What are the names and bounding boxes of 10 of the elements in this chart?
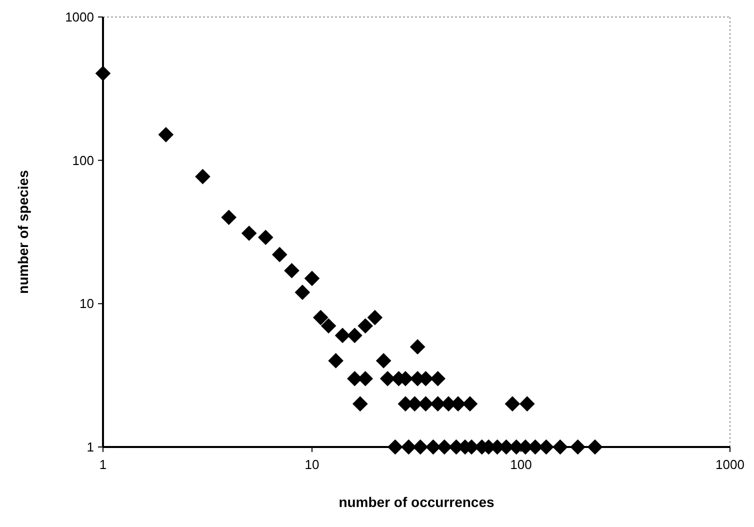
x-tick-label: 10 xyxy=(304,457,320,472)
y-axis-title: number of species xyxy=(15,170,31,294)
x-tick-label: 100 xyxy=(510,457,532,472)
y-tick-label: 1000 xyxy=(65,10,94,25)
x-tick-label: 1000 xyxy=(716,457,744,472)
x-tick-label: 1 xyxy=(99,457,107,472)
y-tick-label: 100 xyxy=(72,152,94,168)
x-axis-title: number of occurrences xyxy=(338,494,495,510)
y-tick-label: 1 xyxy=(86,440,94,455)
y-tick-label: 10 xyxy=(80,296,94,312)
